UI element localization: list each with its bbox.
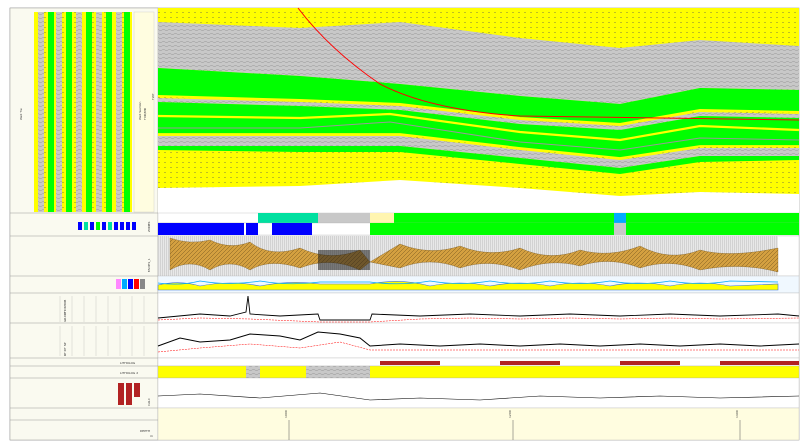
cross-section-panel[interactable]: TWT [151, 7, 800, 213]
basement-blank [158, 180, 799, 213]
well-tie-label: Well Tie [19, 108, 23, 120]
mini-strata-column [34, 12, 132, 212]
left-header-panel: Well Tie Well Section TVD/MD ZONES FACIE… [9, 7, 159, 441]
green-layer-3 [158, 146, 799, 174]
calc-track[interactable] [157, 377, 800, 409]
green-layer-1 [158, 68, 799, 124]
depth-tick-1: 1000 [284, 410, 288, 418]
curves-legend [116, 279, 145, 289]
green-layer-2 [158, 102, 799, 158]
depth-scale-track: 1000 1200 1400 [157, 407, 800, 441]
curves-track[interactable] [157, 275, 800, 294]
facies-track[interactable] [157, 235, 800, 277]
shale-layer-mid [158, 98, 799, 130]
log1-header [59, 296, 145, 322]
depth-axis-label: TWT [151, 93, 155, 101]
litho-track[interactable] [157, 357, 800, 379]
calc-label: CALC [147, 398, 151, 406]
legend-title: Well Section [138, 101, 142, 120]
litho2-label: LITHOLOG 2 [120, 371, 138, 375]
log-track-2[interactable] [157, 322, 800, 359]
zones-label: ZONES [147, 221, 151, 232]
depth-scale-label: DEPTH [140, 429, 150, 433]
log2-header [59, 326, 145, 356]
well-trajectory[interactable] [297, 7, 800, 121]
depth-unit: m [150, 434, 153, 438]
zones-legend [78, 222, 136, 230]
legend-sub: TVD/MD [143, 107, 147, 121]
shale-layer-lower [158, 136, 799, 168]
log1-label: GR NPHI RHOB [63, 300, 67, 322]
zones-track[interactable] [157, 212, 800, 236]
depth-tick-3: 1400 [735, 410, 739, 418]
calc-legend [118, 383, 140, 405]
log2-label: RT DT SP [63, 342, 67, 356]
litho-label: LITHOLOG [120, 361, 136, 365]
depth-tick-2: 1200 [508, 410, 512, 418]
facies-label: FACIES_1 [147, 258, 151, 272]
log-track-1[interactable] [157, 292, 800, 324]
shale-layer-upper [158, 22, 799, 104]
